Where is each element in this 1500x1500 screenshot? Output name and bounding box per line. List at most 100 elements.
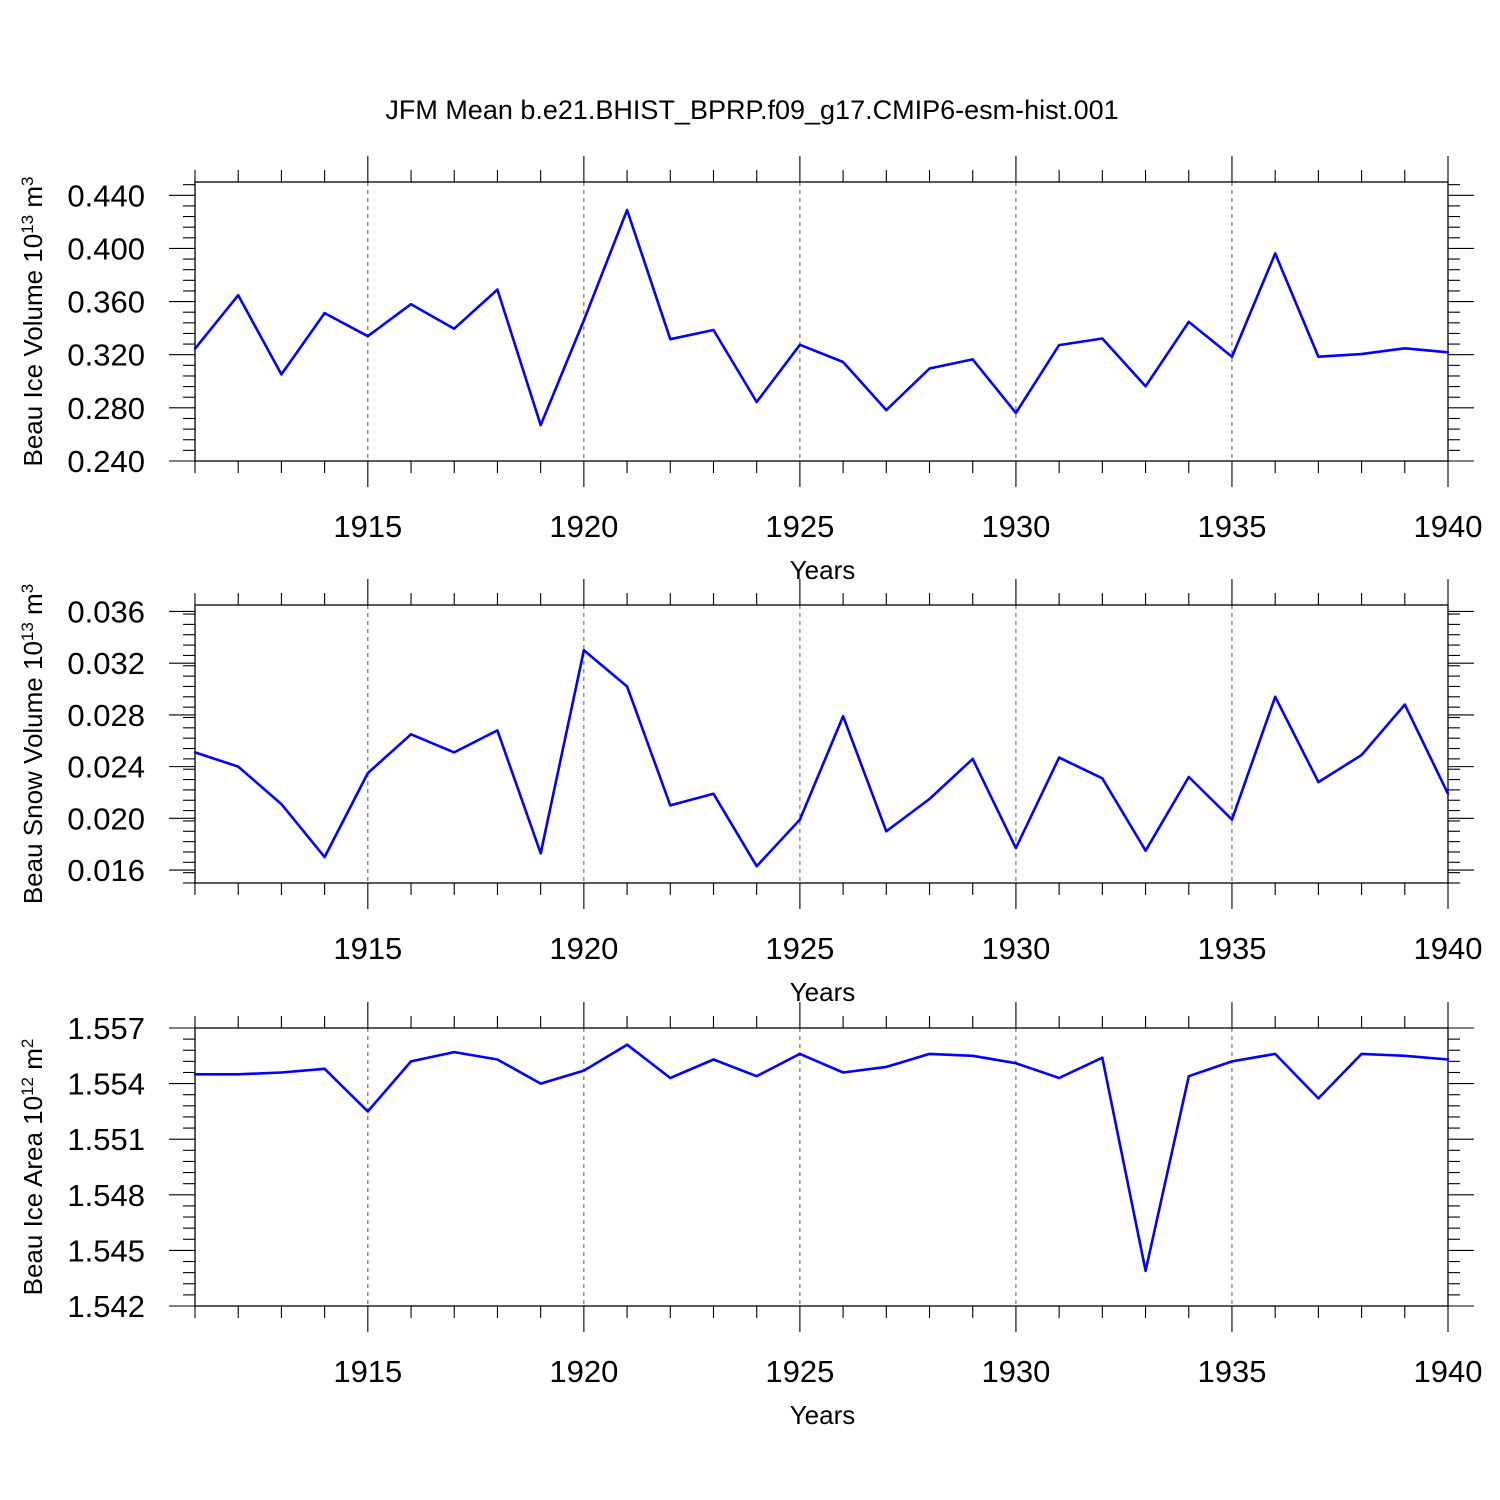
series-line (195, 1043, 1449, 1273)
y-tick-label: 0.280 (67, 391, 145, 426)
data-point-1939 (1403, 1054, 1406, 1058)
data-point-1916 (409, 733, 413, 736)
data-point-1917 (453, 327, 456, 330)
y-axis-label: Beau Ice Area 1012 m2 (18, 1039, 48, 1296)
data-point-1911 (193, 751, 197, 754)
data-point-1919 (539, 852, 542, 855)
plot-frame (194, 1027, 1449, 1307)
data-point-1938 (1360, 753, 1363, 757)
data-point-1917 (453, 751, 456, 754)
x-tick-label-1915: 1915 (333, 931, 402, 966)
y-tick-label: 1.551 (67, 1122, 145, 1157)
data-point-1922 (669, 1076, 672, 1080)
data-point-1926 (841, 1071, 845, 1074)
data-point-1934 (1187, 320, 1190, 324)
x-tick-label-1920: 1920 (549, 931, 618, 966)
data-point-1930 (1014, 846, 1018, 850)
x-tick-label-1935: 1935 (1197, 931, 1266, 966)
data-point-1922 (669, 337, 672, 341)
y-axis-label-superscript: 3 (18, 177, 37, 186)
y-tick-label: 1.548 (67, 1178, 145, 1213)
data-point-1927 (885, 408, 888, 412)
data-point-1920 (582, 649, 586, 652)
data-point-1913 (280, 802, 283, 806)
y-tick-label: 1.557 (67, 1011, 145, 1046)
data-point-1931 (1057, 1076, 1061, 1080)
y-axis-label-text: Beau Ice Volume 10 (18, 234, 48, 467)
data-point-1911 (193, 1073, 197, 1076)
y-tick-label: 1.545 (67, 1233, 145, 1268)
y-axis-label: Beau Snow Volume 1013 m3 (18, 584, 48, 904)
data-point-1914 (323, 1067, 326, 1070)
data-point-1938 (1360, 352, 1363, 356)
data-point-1925 (798, 1052, 802, 1056)
x-tick-label-1940: 1940 (1414, 509, 1483, 544)
data-point-1930 (1014, 411, 1018, 415)
data-point-1929 (971, 358, 974, 361)
data-point-1935 (1230, 818, 1234, 821)
data-point-1940 (1446, 351, 1450, 354)
y-axis-label-superscript: 13 (18, 215, 37, 234)
data-point-1914 (323, 855, 326, 859)
data-point-1918 (496, 288, 499, 291)
x-tick-label-1930: 1930 (981, 509, 1050, 544)
data-point-1928 (928, 1052, 931, 1056)
chart-panel-2: 1915 1920 1925 1930 1935 1940 0.016 0.020 0.024 0… (18, 579, 1483, 1007)
x-tick-label-1920: 1920 (549, 509, 618, 544)
data-point-1912 (237, 293, 240, 297)
data-point-1932 (1101, 337, 1104, 340)
data-point-1933 (1144, 849, 1147, 852)
data-point-1932 (1101, 1056, 1104, 1059)
data-point-1915 (366, 771, 370, 775)
data-point-1922 (669, 804, 672, 807)
data-point-1929 (971, 757, 974, 761)
y-axis-label-text: m (18, 593, 48, 622)
data-point-1936 (1273, 1052, 1277, 1056)
x-tick-label-1930: 1930 (981, 931, 1050, 966)
data-point-1916 (409, 1060, 413, 1063)
data-point-1933 (1144, 385, 1147, 388)
data-point-1926 (841, 360, 845, 364)
data-point-1933 (1144, 1269, 1147, 1272)
chart-panel-1: 1915 1920 1925 1930 1935 1940 0.240 0.280 0.320 0… (18, 156, 1483, 585)
y-tick-label: 0.320 (67, 338, 145, 373)
data-point-1936 (1273, 252, 1277, 255)
data-point-1931 (1057, 343, 1061, 347)
data-point-1937 (1317, 1097, 1320, 1100)
x-axis-label: Years (790, 977, 856, 1007)
data-point-1939 (1403, 347, 1406, 350)
data-point-1927 (885, 830, 888, 833)
data-point-1915 (366, 1110, 370, 1113)
data-point-1921 (625, 1043, 629, 1046)
y-axis-label-text: Beau Ice Area 10 (18, 1096, 48, 1295)
x-tick-label-1915: 1915 (333, 1354, 402, 1389)
data-point-1917 (453, 1050, 456, 1054)
data-point-1927 (885, 1065, 888, 1069)
plot-frame (194, 181, 1449, 462)
data-point-1911 (193, 347, 197, 350)
data-point-1921 (625, 685, 629, 688)
data-point-1919 (539, 423, 542, 427)
data-point-1923 (712, 1058, 715, 1061)
x-tick-label-1920: 1920 (549, 1354, 618, 1389)
data-point-1914 (323, 311, 326, 315)
data-point-1924 (755, 1074, 758, 1078)
chart-panel-3: 1915 1920 1925 1930 1935 1940 1.542 1.545 1.548 1… (18, 1002, 1482, 1430)
y-tick-label: 0.028 (67, 698, 145, 733)
x-tick-label-1915: 1915 (333, 509, 402, 544)
data-point-1915 (366, 335, 370, 338)
data-point-1920 (582, 1069, 586, 1072)
y-tick-label: 0.240 (67, 444, 145, 479)
data-point-1931 (1057, 756, 1061, 759)
y-tick-label: 0.400 (67, 231, 145, 266)
x-axis-label: Years (790, 555, 856, 585)
x-tick-label-1940: 1940 (1414, 931, 1483, 966)
data-point-1929 (971, 1054, 974, 1058)
data-point-1935 (1230, 1060, 1234, 1063)
data-point-1921 (625, 208, 629, 212)
y-axis-label-superscript: 12 (18, 1077, 37, 1096)
y-tick-label: 0.024 (67, 750, 145, 785)
data-point-1936 (1273, 695, 1277, 699)
data-point-1937 (1317, 780, 1320, 784)
